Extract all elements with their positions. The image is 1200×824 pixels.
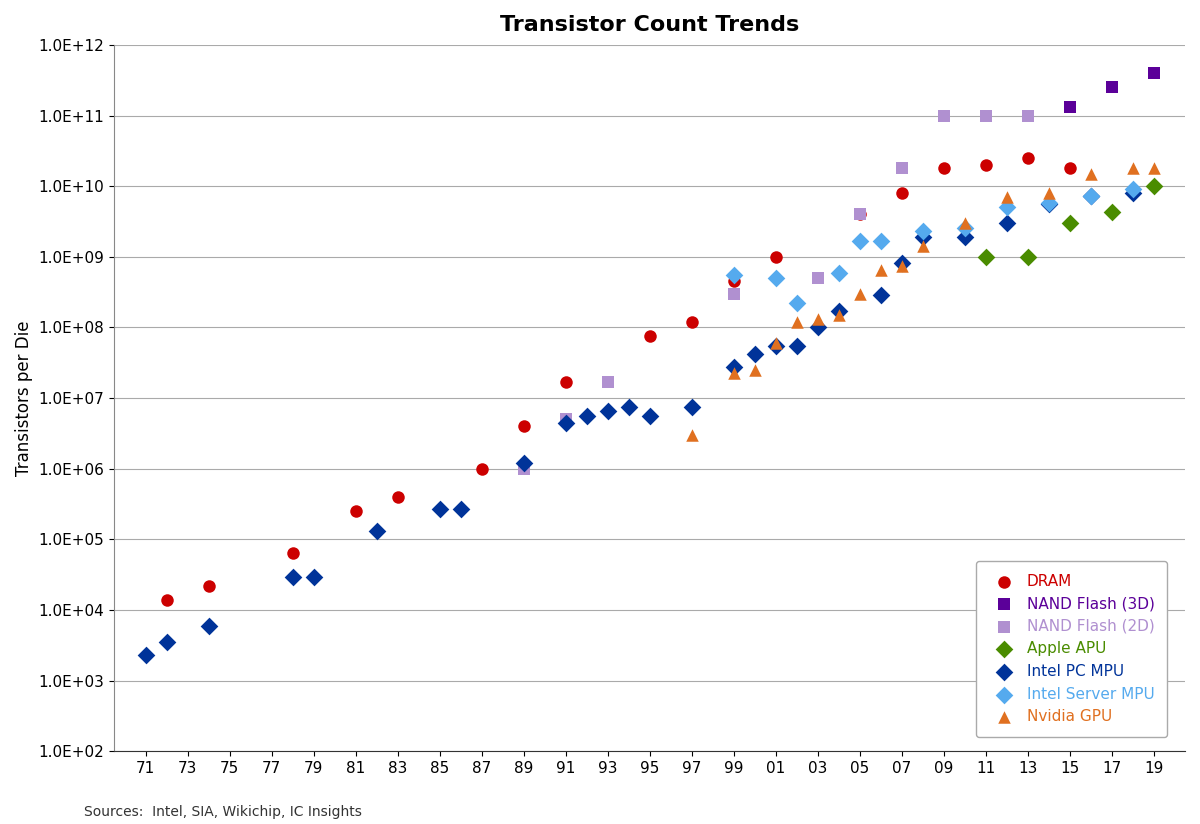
Intel PC MPU [1039, 198, 1058, 211]
NAND Flash (2D) [976, 109, 995, 122]
Intel PC MPU [304, 571, 323, 584]
Intel Server MPU [787, 297, 806, 310]
Intel Server MPU [871, 234, 890, 247]
Intel PC MPU [808, 321, 827, 334]
DRAM [283, 546, 302, 559]
NAND Flash (2D) [1018, 109, 1037, 122]
Apple APU [1102, 205, 1121, 218]
Intel PC MPU [892, 256, 911, 269]
DRAM [346, 504, 365, 517]
Intel Server MPU [850, 234, 869, 247]
Intel Server MPU [1123, 183, 1142, 196]
NAND Flash (3D) [1144, 67, 1163, 80]
Intel PC MPU [1081, 190, 1100, 203]
Nvidia GPU [955, 217, 974, 230]
DRAM [1018, 152, 1037, 165]
Intel PC MPU [640, 410, 659, 423]
Nvidia GPU [1081, 167, 1100, 180]
Intel PC MPU [724, 360, 743, 373]
DRAM [850, 208, 869, 221]
NAND Flash (2D) [892, 162, 911, 175]
Intel PC MPU [619, 400, 638, 414]
Intel Server MPU [997, 201, 1016, 214]
NAND Flash (2D) [934, 109, 953, 122]
DRAM [934, 162, 953, 175]
Nvidia GPU [913, 240, 932, 253]
DRAM [640, 330, 659, 343]
Nvidia GPU [682, 428, 701, 442]
DRAM [682, 316, 701, 329]
DRAM [388, 490, 407, 503]
Intel Server MPU [1039, 197, 1058, 210]
Nvidia GPU [892, 259, 911, 272]
Nvidia GPU [850, 287, 869, 300]
Intel PC MPU [598, 405, 617, 418]
DRAM [766, 250, 785, 264]
Nvidia GPU [871, 264, 890, 277]
Nvidia GPU [1123, 162, 1142, 175]
DRAM [199, 579, 218, 592]
NAND Flash (2D) [724, 287, 743, 300]
Nvidia GPU [724, 366, 743, 379]
Apple APU [1018, 250, 1037, 264]
Nvidia GPU [745, 363, 764, 377]
Intel PC MPU [430, 503, 449, 516]
Apple APU [976, 250, 995, 264]
Nvidia GPU [787, 316, 806, 329]
Apple APU [1060, 217, 1079, 230]
DRAM [157, 593, 176, 606]
Intel PC MPU [556, 416, 575, 429]
Y-axis label: Transistors per Die: Transistors per Die [14, 321, 34, 475]
Intel PC MPU [514, 456, 533, 470]
Intel PC MPU [367, 525, 386, 538]
NAND Flash (2D) [808, 271, 827, 284]
Title: Transistor Count Trends: Transistor Count Trends [500, 15, 799, 35]
NAND Flash (3D) [1102, 81, 1121, 94]
NAND Flash (2D) [556, 413, 575, 426]
Intel PC MPU [787, 339, 806, 353]
Intel PC MPU [1123, 186, 1142, 199]
DRAM [724, 274, 743, 288]
DRAM [1060, 162, 1079, 175]
Nvidia GPU [1144, 162, 1163, 175]
NAND Flash (3D) [1018, 109, 1037, 122]
Intel PC MPU [682, 400, 701, 414]
DRAM [472, 462, 491, 475]
Intel PC MPU [199, 619, 218, 632]
Text: Sources:  Intel, SIA, Wikichip, IC Insights: Sources: Intel, SIA, Wikichip, IC Insigh… [84, 805, 362, 819]
Intel PC MPU [829, 305, 848, 318]
Intel PC MPU [283, 571, 302, 584]
DRAM [976, 158, 995, 171]
Intel PC MPU [157, 635, 176, 648]
NAND Flash (2D) [850, 208, 869, 221]
NAND Flash (2D) [514, 462, 533, 475]
Intel PC MPU [577, 410, 596, 423]
Intel PC MPU [871, 288, 890, 302]
Intel PC MPU [913, 231, 932, 244]
Nvidia GPU [829, 308, 848, 321]
Intel Server MPU [913, 225, 932, 238]
Nvidia GPU [766, 336, 785, 349]
Intel PC MPU [766, 339, 785, 353]
Intel PC MPU [451, 503, 470, 516]
DRAM [556, 375, 575, 388]
DRAM [892, 186, 911, 199]
Intel Server MPU [724, 269, 743, 282]
Intel PC MPU [955, 231, 974, 244]
Intel PC MPU [136, 648, 155, 662]
NAND Flash (3D) [1060, 101, 1079, 114]
Nvidia GPU [808, 313, 827, 326]
Nvidia GPU [997, 190, 1016, 204]
Intel Server MPU [829, 266, 848, 279]
Legend: DRAM, NAND Flash (3D), NAND Flash (2D), Apple APU, Intel PC MPU, Intel Server MP: DRAM, NAND Flash (3D), NAND Flash (2D), … [976, 561, 1166, 737]
DRAM [514, 419, 533, 433]
Intel Server MPU [955, 221, 974, 234]
Apple APU [1144, 180, 1163, 193]
Intel PC MPU [997, 217, 1016, 230]
Intel Server MPU [766, 271, 785, 284]
Nvidia GPU [1039, 186, 1058, 199]
NAND Flash (2D) [598, 375, 617, 388]
Intel PC MPU [745, 348, 764, 361]
Intel Server MPU [1081, 190, 1100, 203]
